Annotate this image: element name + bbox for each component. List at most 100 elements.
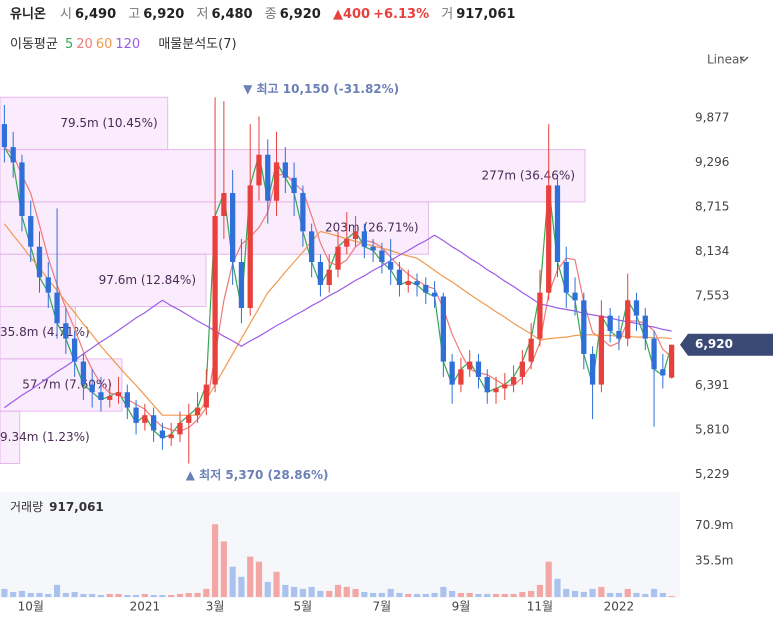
volume-bar xyxy=(308,586,315,597)
candle-body xyxy=(168,434,174,439)
candle-body xyxy=(537,292,543,339)
volume-bar xyxy=(440,586,447,597)
candle-body xyxy=(458,369,464,385)
volume-bar xyxy=(334,584,342,597)
turnover-value: 917,061 xyxy=(456,7,516,22)
candle-body xyxy=(633,300,640,316)
volume-bar xyxy=(536,584,543,597)
candle-body xyxy=(1,124,8,148)
legend-entry: 20 xyxy=(76,37,93,52)
volume-bar xyxy=(141,593,148,597)
candle-body xyxy=(300,193,306,232)
last-price-label: 6,920 xyxy=(695,337,733,351)
profile-band xyxy=(0,96,169,151)
ma-legend: 이동평균 5 20 60 120 매물분석도(7) xyxy=(10,33,240,52)
candle-body xyxy=(651,338,657,370)
x-tick-label: 3월 xyxy=(206,600,225,614)
y-tick-label: 8,715 xyxy=(695,200,729,214)
candle-body xyxy=(151,415,157,431)
candle-body xyxy=(63,323,69,339)
candle-body xyxy=(203,384,209,408)
quote-header: 유니온 시 6,490 고 6,920 저 6,480 종 6,920 ▲400 +6.1… xyxy=(10,3,523,22)
profile-toggle[interactable]: 매물분석도(7) xyxy=(158,37,237,52)
x-tick-label: 7월 xyxy=(373,600,392,614)
candle-body xyxy=(493,388,499,393)
volume-bar xyxy=(633,592,640,597)
candle-body xyxy=(238,262,245,308)
candle-body xyxy=(19,162,25,217)
candle-body xyxy=(388,262,394,270)
candle-body xyxy=(528,338,534,362)
volume-bar xyxy=(361,591,368,597)
volume-bar xyxy=(291,586,298,597)
legend-items: 5 20 60 120 xyxy=(65,37,143,52)
candle-body xyxy=(554,185,561,263)
volume-bar xyxy=(545,561,552,597)
info-label: 시 xyxy=(60,7,72,22)
volume-bar xyxy=(387,588,394,597)
y-tick-label: 9,877 xyxy=(695,111,729,125)
candle-body xyxy=(642,315,648,339)
volume-bar xyxy=(326,590,333,597)
candle-body xyxy=(502,384,508,389)
profile-label: 79.5m (10.45%) xyxy=(60,116,157,130)
candle-body xyxy=(431,292,438,297)
volume-bar xyxy=(580,591,587,597)
extreme-label: ▲ 최저 5,370 (28.86%) xyxy=(186,467,329,482)
candle-body xyxy=(317,262,324,285)
volume-bar xyxy=(115,593,122,597)
volume-bar xyxy=(659,592,666,597)
volume-bar xyxy=(97,594,105,597)
candle-body xyxy=(344,239,350,247)
candle-body xyxy=(668,344,675,378)
volume-bar xyxy=(150,594,157,597)
info-value: 6,490 xyxy=(75,7,117,22)
volume-bar xyxy=(159,594,166,597)
volume-bar xyxy=(475,593,482,597)
profile-label: 203m (26.71%) xyxy=(325,221,419,235)
volume-bar xyxy=(466,592,473,597)
volume-bar xyxy=(106,593,113,597)
volume-bar xyxy=(422,593,429,597)
volume-bar xyxy=(194,592,201,597)
candle-body xyxy=(519,361,525,377)
volume-bar xyxy=(405,593,412,597)
info-value: 6,920 xyxy=(279,7,321,22)
profile-label: 9.34m (1.23%) xyxy=(0,430,90,444)
volume-bar xyxy=(370,592,377,597)
volume-bar xyxy=(501,593,508,597)
candle-body xyxy=(510,376,517,385)
volume-bar xyxy=(650,588,658,597)
y-tick-label: 8,134 xyxy=(695,244,729,258)
volume-bar xyxy=(1,588,8,597)
y-tick-label: 9,296 xyxy=(695,155,729,169)
candle-body xyxy=(115,392,122,397)
volume-name: 거래량 xyxy=(10,500,43,514)
volume-bar xyxy=(554,578,561,597)
x-tick-label: 11월 xyxy=(527,600,553,614)
candle-body xyxy=(107,396,113,400)
candle-body xyxy=(572,292,578,301)
volume-bar xyxy=(45,593,52,597)
info-label: 종 xyxy=(264,7,277,22)
volume-bar xyxy=(519,591,526,597)
candle-body xyxy=(326,269,332,285)
candle-body xyxy=(361,231,367,247)
candle-body xyxy=(616,330,622,339)
y-tick-label: 6,391 xyxy=(695,378,729,392)
turnover-label: 거 xyxy=(441,7,454,22)
candle-body xyxy=(660,369,666,376)
legend-entry: 60 xyxy=(95,37,113,52)
volume-bar xyxy=(598,586,605,597)
candle-body xyxy=(396,269,403,285)
profile-band xyxy=(0,253,207,308)
info-value: 6,480 xyxy=(211,7,253,22)
candle-body xyxy=(370,246,376,251)
volume-tick-label: 35.5m xyxy=(695,554,733,568)
dropdown-icon[interactable] xyxy=(739,56,749,62)
legend-entry: 120 xyxy=(115,37,141,52)
volume-bar xyxy=(589,588,596,597)
x-tick-label: 2022 xyxy=(604,600,635,614)
scale-mode[interactable]: Linear xyxy=(707,53,744,67)
